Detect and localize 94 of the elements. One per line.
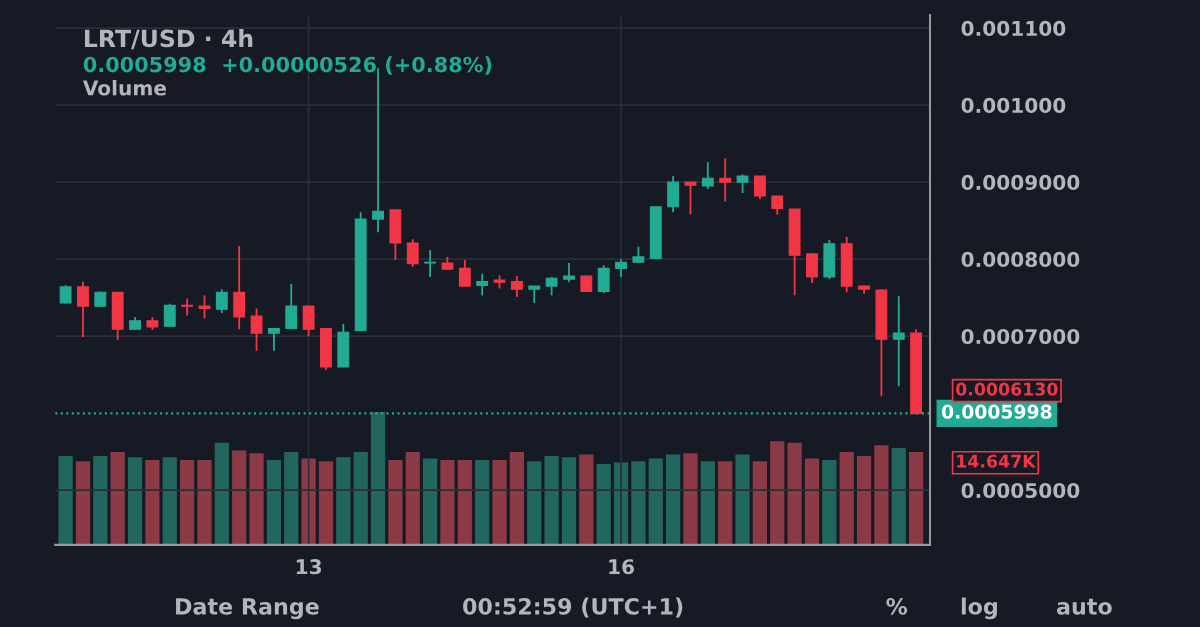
candlestick (285, 282, 298, 331)
bar (214, 442, 229, 545)
bar (666, 454, 681, 545)
bar (735, 454, 750, 545)
candlestick (406, 238, 419, 268)
bar (909, 451, 924, 545)
bar (145, 459, 160, 545)
candlestick (476, 272, 489, 297)
bar (266, 459, 282, 545)
bar (370, 412, 386, 545)
candlestick (719, 157, 732, 203)
bar (492, 459, 507, 545)
candlestick (163, 302, 176, 328)
candlestick (215, 288, 228, 314)
bar (856, 455, 872, 545)
bar (683, 453, 698, 545)
bar (284, 451, 299, 545)
bar (509, 451, 525, 545)
bar (874, 445, 889, 545)
bar (475, 459, 490, 545)
bar (162, 457, 177, 545)
candlestick (181, 297, 194, 317)
candlestick (684, 181, 697, 216)
bar (579, 454, 594, 545)
text: 00:52:59 (UTC+1) (463, 597, 683, 618)
candlestick (198, 294, 211, 320)
text: % (886, 597, 908, 615)
bar (180, 459, 195, 545)
candlestick (597, 264, 610, 294)
bar (544, 455, 559, 545)
bar (110, 451, 125, 545)
bar (752, 461, 768, 545)
candlestick (892, 295, 905, 388)
text: 14.647K (957, 454, 1037, 468)
candlestick (771, 195, 784, 216)
bar (527, 461, 542, 545)
candlestick (563, 262, 575, 284)
text: 0.0005998 +0.00000526 (+0.88%) (83, 56, 492, 75)
bar (561, 457, 577, 545)
bar (93, 455, 108, 545)
bar (804, 458, 820, 545)
bar (891, 447, 906, 545)
bar (58, 455, 73, 545)
chart-title: Volume (82, 80, 167, 96)
bar (301, 458, 316, 545)
bar (596, 463, 611, 545)
candlestick (250, 307, 263, 352)
bar (718, 461, 733, 545)
bar (457, 459, 472, 545)
bar (787, 442, 802, 545)
x-tick-label: 13 (296, 559, 322, 575)
candlestick (701, 161, 714, 190)
candlestick (736, 173, 749, 194)
y-tick-label: 0.0008000 (961, 251, 1080, 268)
x-tick-label: 16 (609, 559, 634, 575)
candlestick (458, 259, 471, 288)
y-tick-label: 0.001100 (961, 20, 1066, 37)
bar (631, 461, 646, 545)
bar (249, 453, 264, 545)
bar (440, 459, 455, 545)
bar (197, 459, 212, 545)
bar (700, 461, 715, 545)
candlestick (806, 252, 818, 284)
candlestick (545, 275, 558, 297)
bar (648, 458, 663, 545)
bar (770, 441, 785, 545)
y-tick-label: 0.0007000 (961, 328, 1080, 345)
text: log (961, 597, 997, 620)
bar (405, 451, 420, 545)
bar (388, 459, 403, 545)
bar (75, 461, 91, 545)
bar (127, 457, 143, 545)
bar (839, 451, 854, 545)
bar (336, 457, 351, 545)
text: Date Range (176, 598, 319, 620)
candlestick (267, 327, 280, 352)
ref-line-label: 0.0005998 (942, 404, 1052, 419)
text: LRT/USD · 4h (84, 29, 253, 50)
candlestick (510, 275, 523, 298)
y-tick-label: 0.001000 (961, 97, 1066, 114)
candlestick (424, 249, 437, 278)
bar (232, 450, 247, 545)
text: auto (1056, 598, 1112, 615)
text: 0.0006130 (956, 382, 1058, 396)
candlestick (77, 280, 89, 338)
y-tick-label: 0.0005000 (961, 482, 1080, 499)
bar (353, 451, 368, 545)
bar (822, 459, 837, 545)
candlestick (753, 175, 766, 201)
candlestick (59, 284, 72, 305)
candlestick (302, 305, 315, 338)
y-tick-label: 0.0009000 (961, 174, 1080, 191)
bar (423, 458, 438, 545)
bar (318, 461, 334, 545)
